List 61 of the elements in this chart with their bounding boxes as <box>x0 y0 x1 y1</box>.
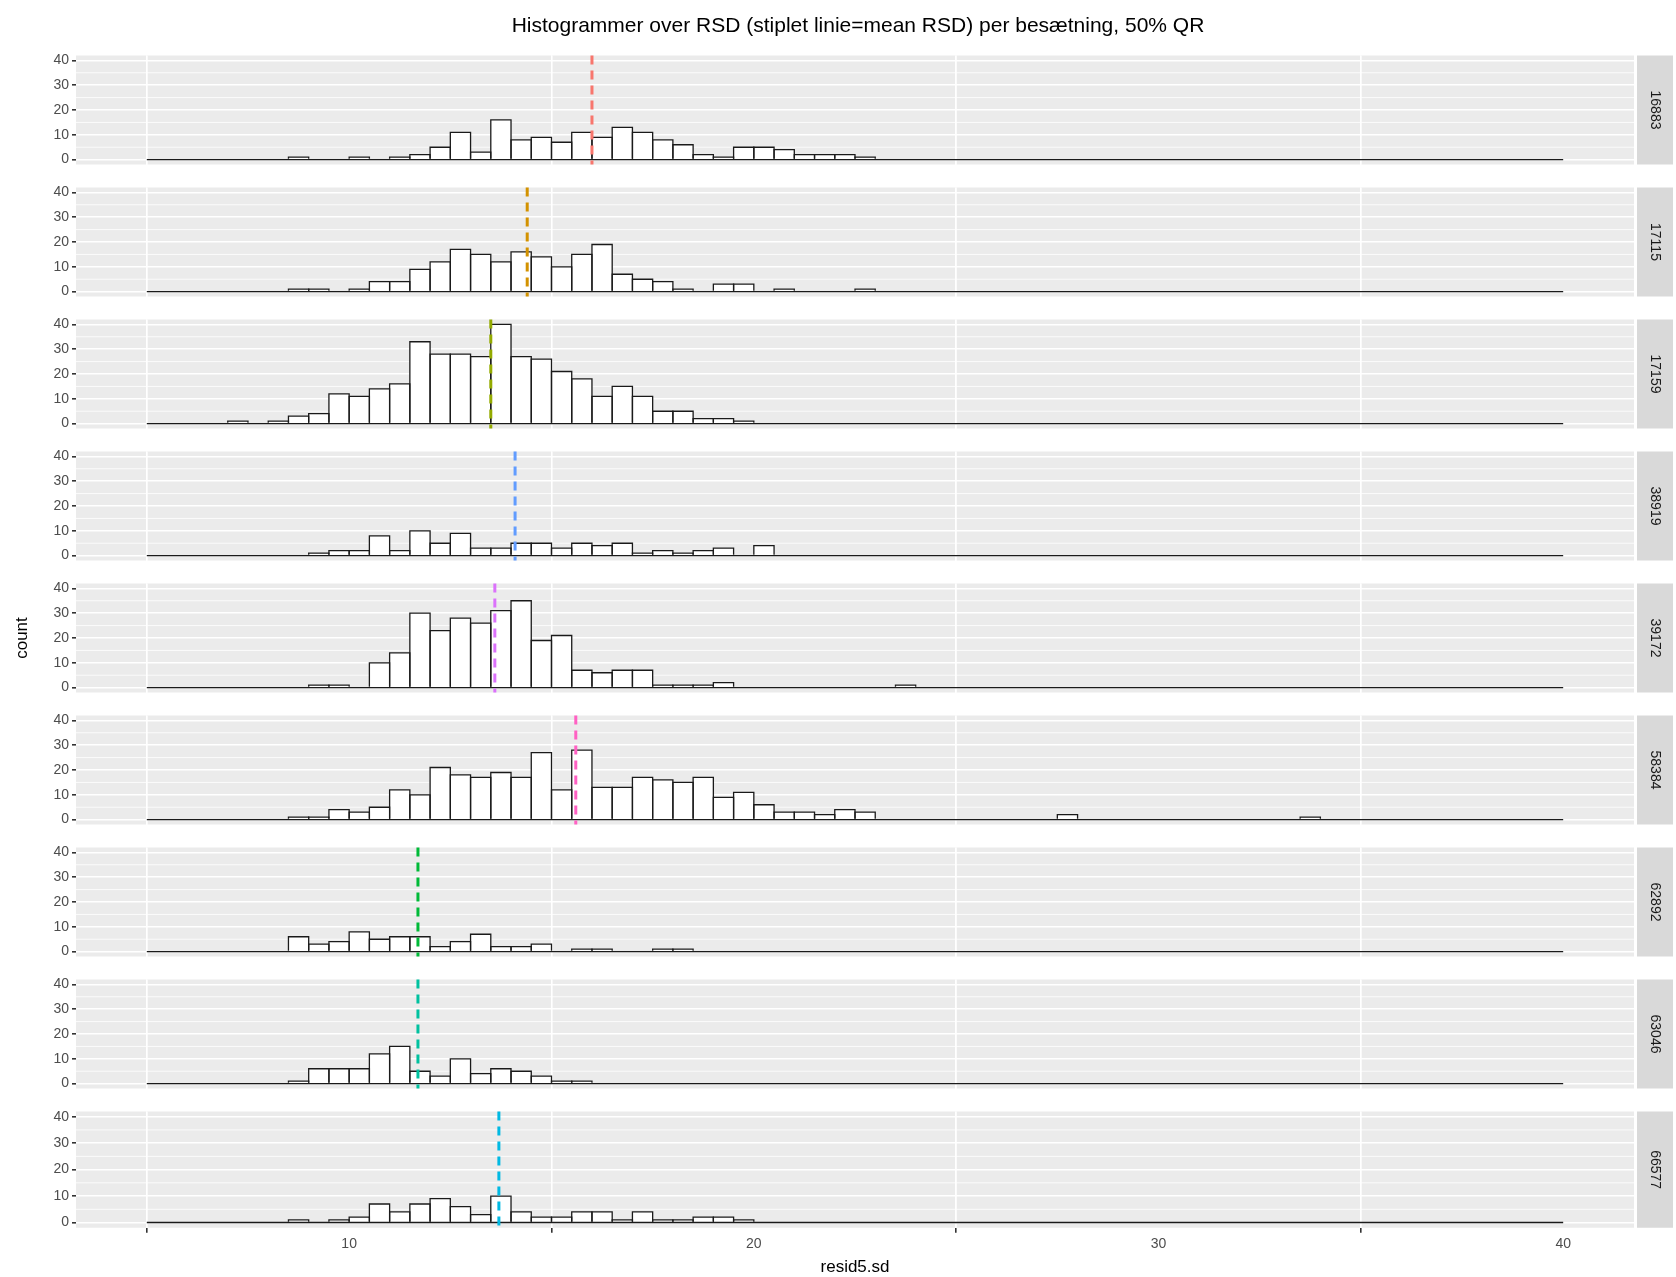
chart-title: Histogrammer over RSD (stiplet linie=mean RSD) per besætning, 50% QR <box>510 12 1206 38</box>
y2-axis-title: 58384 <box>1648 750 1665 790</box>
y-tick-label: 20 <box>53 232 70 249</box>
y2-axis-title: 66577 <box>1648 1150 1665 1190</box>
y-tick-label: 30 <box>53 736 70 753</box>
x-tick-label: 30 <box>1150 1235 1167 1252</box>
y2-axis-title: 16883 <box>1648 90 1665 130</box>
y-tick-label: 30 <box>53 868 70 885</box>
y-tick-label: 30 <box>53 604 70 621</box>
y-tick-label: 20 <box>53 496 70 513</box>
y-tick-label: 10 <box>53 1049 70 1066</box>
y2-axis-title: 62892 <box>1648 882 1665 922</box>
y-tick-label: 40 <box>53 975 70 992</box>
y-tick-label: 30 <box>53 76 70 93</box>
y-tick-label: 0 <box>61 282 70 299</box>
y-tick-label: 30 <box>53 472 70 489</box>
y-tick-label: 10 <box>53 389 70 406</box>
y-tick-label: 10 <box>53 653 70 670</box>
y-tick-label: 40 <box>53 711 70 728</box>
y-tick-label: 20 <box>53 1160 70 1177</box>
y-tick-label: 30 <box>53 208 70 225</box>
y-tick-label: 40 <box>53 51 70 68</box>
y-tick-label: 30 <box>53 1134 70 1150</box>
y-axis-title: count <box>11 616 31 659</box>
y-tick-label: 10 <box>53 125 70 142</box>
y-tick-label: 20 <box>53 628 70 645</box>
x-tick-label: 10 <box>341 1235 358 1252</box>
y-tick-label: 10 <box>53 917 70 934</box>
y-tick-label: 20 <box>53 364 70 381</box>
y-tick-label: 0 <box>61 678 70 695</box>
y-tick-label: 10 <box>53 1186 70 1203</box>
x-tick-label: 40 <box>1555 1235 1572 1252</box>
y2-axis-title: 17159 <box>1648 354 1665 394</box>
y-tick-label: 40 <box>53 447 70 464</box>
y2-axis-title: 39172 <box>1648 618 1665 658</box>
y2-axis-title: 63046 <box>1648 1014 1665 1054</box>
y-tick-label: 0 <box>61 1074 70 1091</box>
y-tick-label: 0 <box>61 942 70 959</box>
y2-axis-title: 38919 <box>1648 486 1665 526</box>
y-tick-label: 40 <box>53 1107 70 1124</box>
y-tick-label: 30 <box>53 1000 70 1017</box>
y-tick-label: 30 <box>53 340 70 357</box>
y-tick-label: 40 <box>53 579 70 596</box>
y-tick-label: 0 <box>61 1213 70 1230</box>
y-tick-label: 0 <box>61 414 70 431</box>
y-tick-label: 0 <box>61 546 70 563</box>
y-tick-label: 40 <box>53 315 70 332</box>
x-axis-title: resid5.sd <box>820 1257 890 1277</box>
y-tick-label: 10 <box>53 257 70 274</box>
y-tick-label: 10 <box>53 785 70 802</box>
y-tick-label: 0 <box>61 150 70 167</box>
y-tick-label: 20 <box>53 100 70 117</box>
y-tick-label: 20 <box>53 892 70 909</box>
x-tick-label: 20 <box>746 1235 762 1252</box>
y-tick-label: 20 <box>53 1024 70 1041</box>
y-tick-label: 40 <box>53 843 70 860</box>
y-tick-label: 0 <box>61 810 70 827</box>
y-tick-label: 20 <box>53 760 70 777</box>
y2-axis-title: 17115 <box>1648 223 1665 262</box>
y-tick-label: 40 <box>53 183 70 200</box>
y-tick-label: 10 <box>53 521 70 538</box>
